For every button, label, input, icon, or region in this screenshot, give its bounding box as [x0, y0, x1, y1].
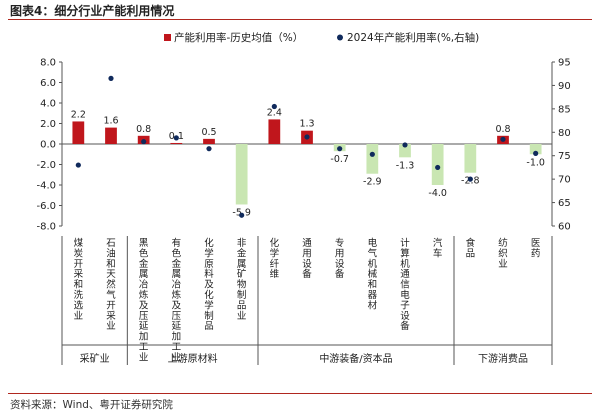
- category-label: 化学纤维: [270, 237, 280, 280]
- dot-point: [337, 146, 343, 152]
- bar-value-label: -1.3: [396, 160, 415, 171]
- dot-point: [141, 139, 147, 145]
- y-right-tick-label: 95: [558, 58, 571, 69]
- dot-point: [435, 164, 441, 171]
- bar-value-label: -4.0: [428, 188, 447, 199]
- category-label: 有色金属冶炼及压延加工业: [172, 237, 182, 363]
- bar: [268, 119, 281, 144]
- y-left-tick-label: 0.0: [40, 140, 56, 151]
- dot-point: [533, 150, 539, 156]
- category-label: 通用设备: [302, 238, 312, 280]
- bar-value-label: -0.7: [330, 154, 349, 165]
- bar-value-label: 2.4: [267, 107, 282, 118]
- bar-value-label: 0.8: [495, 124, 510, 135]
- bar-value-label: 2.2: [71, 109, 86, 120]
- y-right-tick-label: 75: [558, 151, 571, 162]
- y-right-tick-label: 65: [558, 198, 571, 209]
- dot-point: [173, 135, 179, 141]
- bar: [170, 142, 183, 144]
- y-left-tick-label: 4.0: [40, 99, 56, 110]
- bar: [399, 144, 411, 158]
- bar-value-label: -2.9: [363, 177, 382, 188]
- bar-value-label: -1.0: [526, 157, 545, 168]
- dot-point: [369, 151, 375, 157]
- legend-bar-label: 产能利用率-历史均值（%）: [174, 31, 303, 44]
- bar: [105, 127, 117, 144]
- category-label: 纺织业: [498, 237, 508, 270]
- category-label: 化学原料及化学制品: [204, 237, 214, 332]
- category-label: 汽车: [433, 237, 443, 259]
- y-left-tick-label: -4.0: [36, 181, 56, 192]
- category-label: 非金属矿物制品业: [237, 237, 247, 322]
- bar-value-label: 1.3: [299, 119, 314, 130]
- category-label: 电气机械和器材: [368, 237, 378, 311]
- y-right-tick-label: 80: [558, 128, 571, 139]
- dot-point: [206, 146, 212, 152]
- y-left-tick-label: 2.0: [40, 119, 56, 130]
- dot-point: [271, 103, 277, 110]
- bar: [235, 144, 248, 205]
- bar: [431, 144, 444, 185]
- bar: [72, 121, 85, 144]
- y-left-tick-label: -6.0: [36, 201, 56, 212]
- chart: 产能利用率-历史均值（%） 2024年产能利用率(%,右轴) -8.0 -6.0 -…: [36, 31, 571, 365]
- category-label: 专用设备: [335, 237, 345, 280]
- category-label: 石油和天然气开采业: [106, 238, 116, 332]
- group-label: 下游消费品: [478, 352, 528, 365]
- dot-point: [75, 162, 81, 168]
- bar-value-label: 0.5: [201, 127, 216, 138]
- category-label: 煤炭开采和洗选业: [74, 237, 84, 322]
- y-left-tick-label: -8.0: [36, 222, 56, 233]
- y-left-tick-label: 6.0: [40, 78, 56, 89]
- source-rule: [8, 393, 592, 394]
- y-right-tick-label: 70: [558, 175, 571, 186]
- source-note: 资料来源：Wind、粤开证券研究院: [10, 399, 173, 411]
- y-right-tick-label: 85: [558, 104, 571, 115]
- dot-point: [108, 75, 114, 81]
- bar: [529, 144, 542, 155]
- legend-bar-swatch: [164, 34, 171, 41]
- group-label: 中游装备/资本品: [319, 352, 392, 365]
- dot-point: [239, 212, 245, 218]
- category-label: 医药: [531, 238, 541, 259]
- bar: [203, 138, 215, 144]
- title-rule: [8, 19, 592, 20]
- y-left-tick-label: 8.0: [40, 58, 56, 69]
- bar: [366, 144, 379, 174]
- group-label: 采矿业: [80, 352, 110, 365]
- dot-point: [402, 142, 408, 148]
- y-right-tick-label: 90: [558, 81, 571, 92]
- y-left-tick-label: -2.0: [36, 160, 56, 171]
- legend-dot-label: 2024年产能利用率(%,右轴): [347, 31, 479, 44]
- category-label: 黑色金属冶炼及压延加工业: [139, 238, 149, 363]
- y-right-tick-label: 60: [558, 222, 571, 233]
- category-label: 计算机通信电子设备: [400, 237, 410, 332]
- dot-point: [467, 176, 473, 182]
- dot-point: [500, 136, 506, 142]
- figure-title: 图表4：细分行业产能利用情况: [10, 4, 175, 18]
- bar-value-label: 0.8: [136, 124, 151, 135]
- dot-point: [304, 134, 310, 140]
- legend-dot-swatch: [337, 34, 343, 41]
- bar-value-label: 1.6: [103, 116, 118, 127]
- bar: [464, 144, 477, 173]
- category-label: 食品: [466, 237, 476, 259]
- group-label: 上游原材料: [168, 352, 218, 365]
- legend: 产能利用率-历史均值（%） 2024年产能利用率(%,右轴): [164, 31, 479, 44]
